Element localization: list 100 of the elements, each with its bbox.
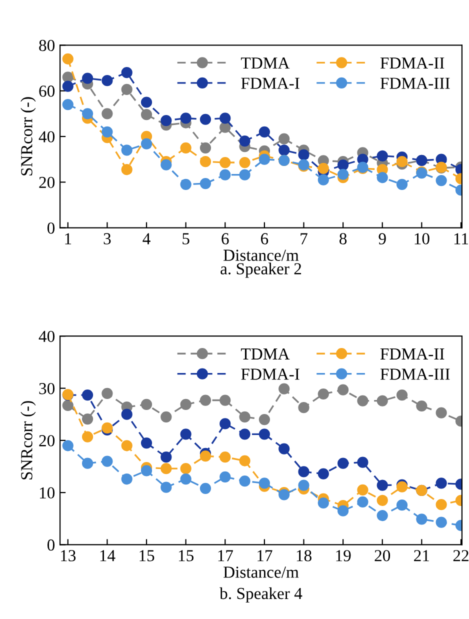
x-tick-label: 9	[378, 233, 386, 244]
point	[160, 159, 172, 170]
point	[102, 75, 113, 86]
point	[239, 455, 250, 466]
point	[396, 500, 408, 511]
point	[338, 384, 349, 396]
point	[160, 482, 172, 493]
x-tick-label: 5	[182, 233, 190, 244]
point	[180, 112, 192, 124]
point	[160, 463, 172, 474]
point	[220, 418, 231, 430]
point	[140, 96, 152, 108]
y-tick-label: 10	[40, 487, 55, 499]
legend-label: FDMA-I	[241, 78, 300, 89]
point	[200, 450, 212, 462]
point	[121, 473, 132, 485]
point	[278, 443, 290, 454]
point	[82, 389, 94, 401]
point	[140, 109, 152, 120]
x-tick-label: 18	[296, 550, 312, 562]
point	[436, 516, 447, 528]
y-tick-label: 40	[38, 330, 55, 342]
y-tick-label: 30	[39, 382, 55, 394]
x-tick-label: 11	[454, 233, 468, 244]
point	[258, 428, 270, 440]
point	[62, 80, 74, 92]
point	[278, 383, 290, 394]
point	[200, 394, 212, 406]
point	[298, 466, 310, 478]
point	[180, 142, 192, 154]
point	[62, 98, 74, 110]
y-tick-label: 60	[39, 86, 55, 97]
point	[62, 400, 74, 412]
point	[416, 514, 428, 525]
point	[121, 408, 132, 420]
point	[376, 480, 388, 491]
point	[258, 154, 270, 165]
x-tick-label: 6	[260, 233, 268, 244]
legend-label: TDMA	[240, 58, 290, 69]
point	[258, 414, 270, 426]
point	[140, 465, 152, 476]
x-axis-title: Distance/m	[224, 250, 299, 261]
x-tick-label: 21	[414, 550, 430, 562]
point	[82, 431, 94, 442]
point	[338, 168, 349, 180]
point	[278, 133, 290, 144]
y-tick-label: 0	[47, 222, 55, 234]
point	[121, 440, 132, 452]
point	[396, 156, 408, 168]
point	[376, 395, 388, 406]
point	[357, 484, 368, 496]
point	[318, 162, 329, 174]
text: a. Speaker 2	[220, 262, 302, 278]
point	[62, 72, 74, 83]
point	[416, 400, 428, 412]
point	[140, 398, 152, 410]
point	[258, 126, 270, 138]
point	[396, 389, 408, 401]
text: b. Speaker 4	[220, 587, 302, 603]
point	[357, 395, 368, 406]
point	[318, 468, 329, 480]
point	[436, 174, 447, 186]
point	[121, 84, 132, 96]
y-tick-label: 20	[39, 435, 55, 446]
point	[121, 67, 132, 78]
point	[338, 458, 349, 469]
point	[318, 388, 329, 400]
x-tick-label: 4	[142, 233, 150, 244]
point	[239, 428, 250, 440]
x-tick-label: 1	[65, 233, 72, 244]
point	[239, 169, 250, 180]
point	[180, 428, 192, 440]
point	[82, 413, 94, 425]
point	[298, 149, 310, 160]
point	[239, 476, 250, 487]
x-tick-label: 7	[300, 233, 308, 244]
point	[121, 144, 132, 156]
x-tick-label: 13	[61, 550, 76, 562]
point	[220, 112, 231, 124]
point	[220, 169, 231, 180]
point	[318, 174, 329, 186]
point	[140, 437, 152, 449]
point	[82, 458, 94, 469]
point	[180, 463, 192, 474]
point	[160, 114, 172, 126]
legend-label: FDMA-III	[380, 368, 450, 380]
x-tick-label: 17	[258, 550, 272, 562]
point	[160, 452, 172, 463]
point	[102, 126, 113, 138]
point	[436, 478, 447, 489]
point	[318, 497, 329, 509]
x-tick-label: 17	[218, 550, 233, 562]
point	[338, 505, 349, 516]
point	[396, 178, 408, 190]
x-tick-label: 19	[336, 550, 351, 562]
legend-label: FDMA-II	[380, 58, 444, 69]
point	[298, 480, 310, 491]
point	[436, 499, 447, 510]
point	[357, 456, 368, 468]
point	[82, 108, 94, 120]
